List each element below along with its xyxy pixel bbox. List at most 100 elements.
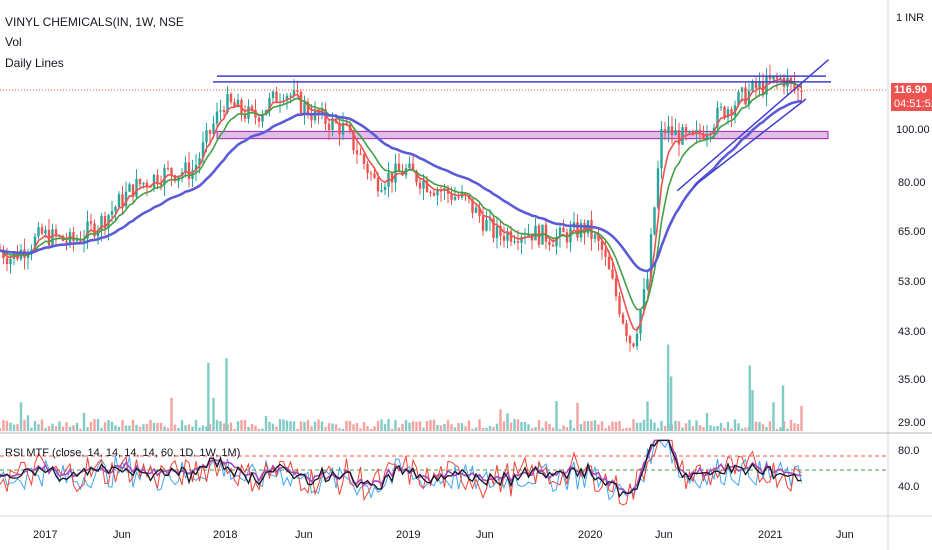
volume-bar [331, 423, 334, 431]
volume-bar [404, 420, 408, 431]
volume-bar [166, 427, 170, 431]
volume-bar [26, 415, 30, 431]
candle-body [366, 163, 369, 174]
volume-spike-bar [669, 376, 673, 431]
price-axis[interactable]: 1 INR 100.00 80.00 65.00 53.00 43.00 35.… [896, 12, 930, 493]
rising-trendline-lower[interactable] [693, 98, 807, 187]
volume-bar [590, 421, 593, 431]
candle-body [82, 238, 86, 242]
volume-bar [152, 422, 156, 431]
volume-bar [765, 427, 768, 431]
candle-body [170, 168, 173, 176]
time-tick: Jun [295, 529, 313, 541]
candle-body [544, 224, 548, 242]
candle-body [201, 142, 205, 159]
candle-body [425, 180, 429, 192]
volume-bar [698, 425, 702, 431]
volume-bar [677, 421, 681, 431]
volume-bar [313, 421, 317, 431]
drawings[interactable] [213, 59, 831, 192]
daily-lines-label[interactable]: Daily Lines [5, 56, 64, 70]
candle-body [730, 109, 733, 116]
candle-body [352, 130, 355, 151]
volume-bar [96, 419, 100, 431]
candle-body [457, 196, 460, 198]
candle-body [674, 130, 677, 136]
candle-body [44, 229, 47, 234]
volume-bar [649, 419, 653, 431]
candle-body [163, 167, 166, 185]
candle-body [723, 106, 726, 118]
volume-bar [779, 427, 782, 431]
candle-body [138, 179, 142, 185]
candle-body [488, 218, 492, 220]
volume-bar [285, 420, 289, 431]
candle-body [268, 97, 271, 110]
symbol-title[interactable]: VINYL CHEMICALS(IN, 1W, NSE [5, 15, 184, 29]
bar-countdown: 04:51:52 [894, 98, 932, 110]
volume-spike-bar [225, 358, 228, 431]
candle-body [411, 163, 415, 172]
volume-bar [5, 420, 9, 431]
volume-bar [292, 421, 296, 431]
volume-indicator-label[interactable]: Vol [5, 35, 22, 49]
volume-bar [733, 419, 737, 431]
candle-body [772, 76, 775, 80]
volume-bar [135, 424, 138, 431]
volume-bar [411, 421, 415, 431]
volume-bar [397, 427, 401, 431]
volume-spike-bar [207, 362, 210, 431]
volume-bar [513, 419, 516, 431]
candle-body [257, 117, 261, 122]
ma-blue-line [0, 99, 802, 273]
support-zone[interactable] [216, 130, 829, 140]
volume-bar [68, 426, 72, 431]
volume-bar [579, 424, 583, 431]
volume-bar [184, 425, 187, 431]
volume-bar [180, 420, 184, 431]
volume-bar [12, 424, 16, 431]
volume-bar [278, 419, 282, 431]
volume-bar [383, 424, 387, 431]
candle-body [303, 102, 306, 114]
volume-bar [243, 419, 247, 431]
candle-body [754, 81, 758, 89]
candle-body [9, 259, 12, 265]
candle-body [597, 234, 600, 241]
volume-bar [19, 402, 23, 431]
last-price-badge: 116.90 04:51:52 [891, 83, 932, 111]
candle-body [520, 236, 523, 243]
volume-spike-bar [748, 365, 751, 431]
volume-bar [366, 426, 369, 431]
candle-body [702, 134, 705, 139]
candle-body [166, 167, 170, 169]
volume-bar [576, 402, 579, 431]
volume-bar [51, 423, 54, 431]
volume-bar [467, 420, 471, 431]
volume-bar [107, 420, 110, 431]
candle-body [93, 223, 96, 237]
candle-body [271, 91, 275, 98]
volume-bar [499, 409, 502, 431]
candle-body [555, 236, 558, 247]
candle-body [324, 109, 327, 124]
rising-trendline[interactable] [676, 59, 829, 192]
volume-bar [684, 423, 688, 431]
rsi-indicator-label[interactable]: RSI MTF (close, 14, 14, 14, 14, 60, 1D, … [5, 447, 241, 459]
time-axis[interactable]: 2017 Jun 2018 Jun 2019 Jun 2020 Jun 2021… [33, 529, 854, 541]
volume-bar [54, 426, 58, 431]
volume-bar [233, 428, 236, 431]
support-zone-rect[interactable] [216, 130, 829, 140]
volume-bar [89, 421, 93, 431]
volume-bar [516, 419, 520, 431]
volume-bar [597, 424, 600, 431]
volume-bar [502, 421, 506, 431]
candle-body [299, 91, 303, 114]
candle-body [142, 182, 145, 185]
volume-bar [30, 427, 33, 431]
volume-bar [65, 422, 68, 431]
volume-bar [121, 420, 124, 431]
volume-bar [453, 427, 457, 431]
volume-bar [527, 424, 530, 431]
